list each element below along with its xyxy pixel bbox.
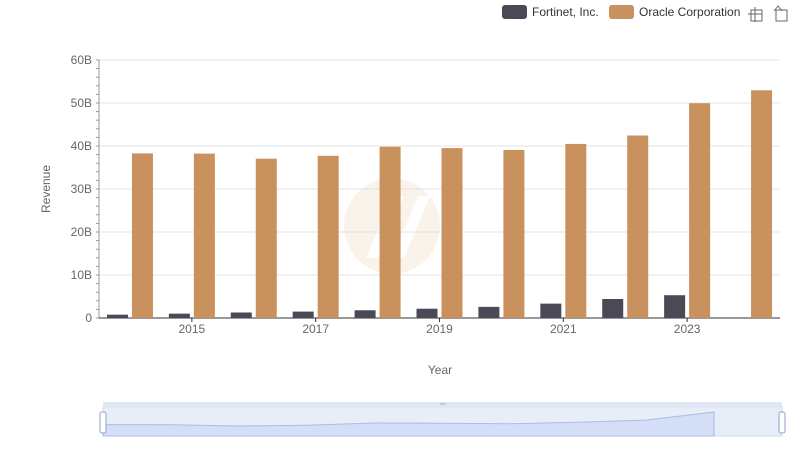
bar-fortinet-2018[interactable] [354,310,376,318]
bar-oracle-2024[interactable] [751,90,773,318]
y-tick-label: 30B [71,182,92,196]
bar-fortinet-2020[interactable] [478,306,500,318]
legend-item-oracle[interactable]: Oracle Corporation [609,5,740,19]
data-zoom-handle-left[interactable] [99,411,107,434]
bar-oracle-2020[interactable] [503,149,525,318]
x-tick-label: 2015 [179,322,206,336]
bars [106,90,773,318]
legend-swatch-oracle [609,5,634,19]
bar-oracle-2015[interactable] [193,153,215,318]
x-tick-label: 2019 [426,322,453,336]
y-tick-label: 40B [71,139,92,153]
bar-oracle-2021[interactable] [565,143,587,318]
bar-fortinet-2014[interactable] [106,314,128,318]
data-zoom-slider[interactable] [99,402,786,437]
legend-swatch-fortinet [502,5,527,19]
bar-oracle-2023[interactable] [689,103,711,318]
y-tick-label: 0 [85,311,92,325]
bar-fortinet-2022[interactable] [602,298,624,318]
bar-fortinet-2021[interactable] [540,303,562,318]
bar-fortinet-2017[interactable] [292,311,314,318]
x-tick-label: 2023 [674,322,701,336]
y-tick-label: 20B [71,225,92,239]
y-axis: 0 10B 20B 30B 40B 50B 60B [71,53,100,325]
zoom-reset-icon[interactable] [773,5,788,22]
y-tick-label: 50B [71,96,92,110]
x-tick-label: 2021 [550,322,577,336]
zoom-select-icon[interactable] [748,7,763,22]
bar-oracle-2018[interactable] [379,146,401,318]
data-zoom-top-bar [103,402,782,408]
bar-oracle-2022[interactable] [627,135,649,318]
x-tick-label: 2017 [302,322,329,336]
bar-oracle-2016[interactable] [255,158,277,318]
data-zoom-preview-area [102,411,715,437]
y-tick-label: 60B [71,53,92,67]
legend-item-fortinet[interactable]: Fortinet, Inc. [502,5,599,19]
bar-fortinet-2016[interactable] [230,312,252,318]
legend-label-oracle: Oracle Corporation [639,5,740,19]
bar-oracle-2014[interactable] [131,153,153,318]
bar-fortinet-2019[interactable] [416,308,438,318]
y-tick-label: 10B [71,268,92,282]
x-axis-title: Year [428,363,452,377]
x-axis: 2015 2017 2019 2021 2023 [99,317,780,336]
bar-oracle-2017[interactable] [317,155,339,318]
legend: Fortinet, Inc. Oracle Corporation [502,5,740,19]
bar-fortinet-2023[interactable] [664,295,686,318]
bar-oracle-2019[interactable] [441,148,463,318]
legend-label-fortinet: Fortinet, Inc. [532,5,599,19]
y-axis-title: Revenue [39,165,53,213]
data-zoom-handle-right[interactable] [778,411,786,434]
bar-fortinet-2015[interactable] [168,313,190,318]
